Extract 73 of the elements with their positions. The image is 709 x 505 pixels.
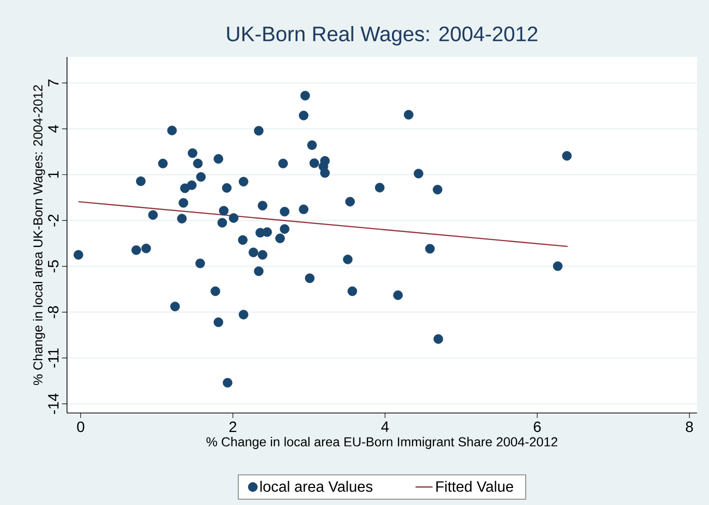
point — [280, 206, 290, 216]
point — [214, 154, 224, 164]
point — [148, 210, 158, 220]
point — [141, 244, 151, 254]
point — [170, 302, 180, 312]
y-tick-label: 1 — [48, 171, 58, 178]
point — [298, 204, 308, 214]
point — [309, 158, 320, 168]
x-tick-label: 4 — [381, 422, 389, 432]
y-tick-label: -14 — [48, 393, 58, 414]
point — [258, 200, 268, 210]
y-tick-label: 4 — [48, 125, 58, 133]
x-tick-label: 6 — [534, 422, 541, 432]
point — [217, 218, 228, 228]
point — [404, 110, 414, 120]
point — [425, 244, 435, 254]
point — [228, 213, 238, 223]
point — [238, 310, 248, 320]
point — [562, 151, 572, 161]
point — [74, 250, 84, 260]
point — [210, 286, 220, 296]
point — [222, 183, 232, 193]
point — [298, 110, 308, 120]
point — [238, 176, 248, 186]
point — [158, 158, 168, 168]
point — [193, 158, 203, 168]
point — [196, 172, 206, 182]
y-tick-label: -5 — [48, 260, 58, 272]
point — [262, 227, 272, 237]
point — [278, 158, 288, 168]
point — [177, 214, 187, 224]
y-axis-title: % Change in local area UK-Born Wages: 2004-2012 — [32, 85, 46, 385]
point — [238, 235, 248, 245]
x-axis-title: % Change in local area EU-Born Immigrant Share 2004-2012 — [206, 436, 558, 449]
point — [222, 378, 232, 388]
x-tick-label: 2 — [229, 422, 236, 432]
x-tick-label: 8 — [686, 422, 693, 432]
chart-title: UK-Born Real Wages: 2004-2012 — [227, 26, 538, 46]
point — [307, 140, 317, 150]
legend-label: Fitted Value — [436, 480, 514, 492]
point — [374, 182, 385, 192]
point — [300, 90, 310, 100]
point — [136, 176, 146, 186]
point — [188, 148, 198, 158]
point — [131, 245, 142, 255]
point — [304, 273, 315, 284]
x-tick-label: 0 — [77, 422, 84, 432]
point — [258, 250, 268, 260]
point — [186, 180, 197, 190]
point — [432, 184, 442, 194]
y-tick-label: -11 — [48, 348, 58, 368]
legend-label: local area Values — [260, 480, 372, 492]
point — [345, 196, 355, 206]
y-tick-label: -2 — [48, 214, 58, 226]
point — [280, 224, 290, 234]
point — [195, 258, 205, 268]
point — [414, 168, 424, 178]
point — [434, 334, 444, 344]
point — [254, 266, 264, 276]
y-tick-label: -8 — [48, 306, 58, 318]
point — [320, 168, 330, 178]
point — [167, 126, 177, 136]
point — [214, 317, 224, 328]
point — [348, 286, 358, 296]
point — [393, 290, 403, 300]
point — [254, 126, 264, 136]
point — [552, 261, 563, 271]
point — [178, 198, 188, 208]
point — [248, 248, 258, 258]
point — [218, 206, 229, 216]
point — [342, 254, 353, 264]
point — [275, 234, 285, 244]
y-tick-label: 7 — [48, 80, 58, 86]
